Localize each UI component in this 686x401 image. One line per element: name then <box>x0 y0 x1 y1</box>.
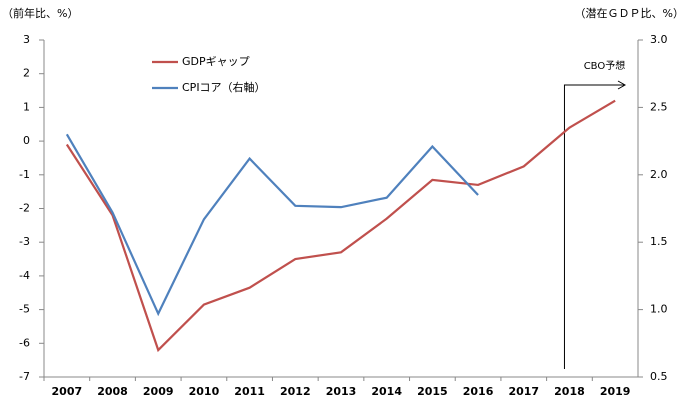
y-tick-label: -3 <box>19 235 30 248</box>
y-tick-label: 0 <box>23 134 30 147</box>
legend-label: GDPギャップ <box>182 55 250 68</box>
legend-label: CPIコア（右軸） <box>182 80 266 94</box>
legend-box <box>140 48 290 106</box>
x-tick-label: 2010 <box>189 385 220 398</box>
x-tick-label: 2013 <box>326 385 357 398</box>
y-tick-label: -6 <box>19 336 30 349</box>
y2-tick-label: 2.0 <box>650 168 668 181</box>
y-tick-label: 2 <box>23 67 30 80</box>
y2-tick-label: 1.5 <box>650 235 668 248</box>
x-tick-label: 2017 <box>508 385 539 398</box>
x-tick-label: 2015 <box>417 385 448 398</box>
y-tick-label: -5 <box>19 303 30 316</box>
y-tick-label: -2 <box>19 202 30 215</box>
y-tick-label: 3 <box>23 33 30 46</box>
y2-tick-label: 2.5 <box>650 100 668 113</box>
y-tick-label: -7 <box>19 370 30 383</box>
y-axis-label: （前年比、%） <box>2 6 78 20</box>
series-line <box>65 133 479 317</box>
x-tick-label: 2014 <box>371 385 402 398</box>
y-tick-label: -4 <box>19 269 30 282</box>
x-tick-label: 2009 <box>143 385 174 398</box>
x-tick-label: 2008 <box>97 385 128 398</box>
x-tick-label: 2007 <box>52 385 83 398</box>
x-tick-label: 2011 <box>234 385 265 398</box>
y2-tick-label: 3.0 <box>650 33 668 46</box>
y2-tick-label: 0.5 <box>650 370 668 383</box>
series-line <box>65 99 616 353</box>
annotation-arrow <box>563 84 624 369</box>
y2-tick-label: 1.0 <box>650 303 668 316</box>
y-tick-label: -1 <box>19 168 30 181</box>
arrow-head <box>617 80 627 90</box>
x-tick-label: 2019 <box>600 385 631 398</box>
x-tick-label: 2016 <box>463 385 494 398</box>
x-tick-label: 2012 <box>280 385 311 398</box>
y-tick-label: 1 <box>23 100 30 113</box>
y2-axis-label: （潜在ＧＤＰ比、%） <box>575 6 684 20</box>
x-tick-label: 2018 <box>554 385 585 398</box>
annotation: CBO予想 <box>584 59 626 72</box>
